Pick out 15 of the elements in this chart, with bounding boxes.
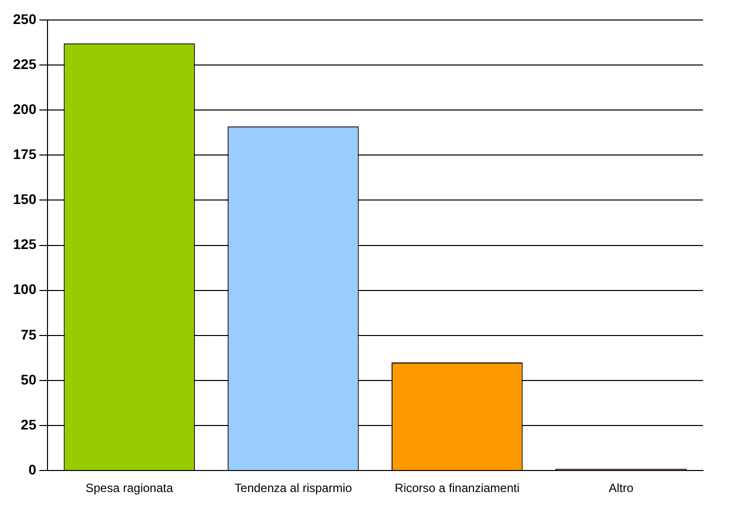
y-tick-label: 50 [20, 371, 37, 388]
y-tick-label: 75 [20, 326, 37, 342]
x-tick-label: Altro [608, 481, 634, 496]
x-tick-label: Ricorso a finanziamenti [394, 481, 520, 496]
y-tick-label: 25 [20, 416, 37, 432]
y-tick-label: 250 [13, 10, 37, 27]
y-tick-label: 200 [13, 100, 37, 117]
y-tick-label: 100 [13, 281, 37, 298]
y-tick-label: 225 [13, 56, 37, 72]
y-tick-label: 175 [13, 146, 37, 162]
x-tick-label: Spesa ragionata [86, 481, 174, 496]
x-tick-label: Tendenza al risparmio [234, 481, 352, 496]
y-tick-label: 150 [13, 191, 37, 208]
y-tick-label: 125 [13, 236, 37, 252]
y-tick-label: 0 [28, 461, 37, 478]
